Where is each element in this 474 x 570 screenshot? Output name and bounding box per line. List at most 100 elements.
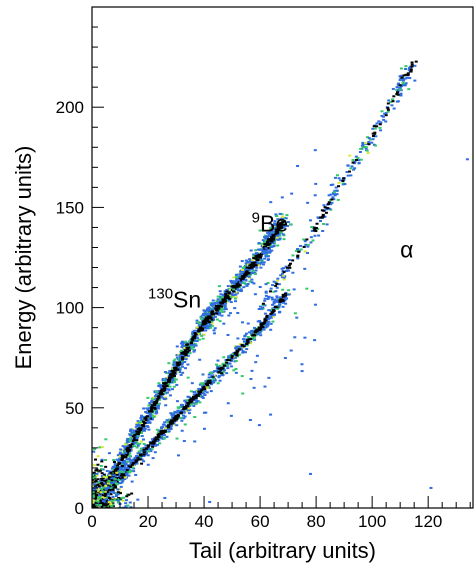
data-point: [271, 315, 275, 318]
data-point-core: [209, 316, 213, 319]
data-point: [264, 323, 268, 326]
data-point: [137, 450, 141, 453]
data-point: [253, 271, 257, 274]
data-point: [141, 427, 145, 430]
data-point: [282, 234, 286, 237]
outlier-point: [465, 158, 469, 161]
background-point: [239, 290, 243, 293]
data-point-core: [191, 337, 195, 340]
data-point: [116, 468, 120, 471]
data-point: [247, 275, 251, 278]
data-point: [239, 288, 243, 291]
data-point-core: [142, 453, 146, 456]
data-point-core: [250, 266, 254, 269]
data-point: [323, 215, 327, 218]
data-point: [106, 477, 110, 480]
data-point: [213, 378, 217, 381]
data-point-core: [321, 216, 325, 219]
data-point-core: [144, 419, 148, 422]
origin-blob-point: [102, 474, 106, 477]
data-point: [389, 101, 393, 104]
data-point: [163, 428, 167, 431]
data-point-core: [142, 420, 146, 423]
annotation-be9: 9Be: [252, 209, 288, 236]
data-point: [138, 421, 142, 424]
data-point: [183, 347, 187, 350]
data-point: [222, 356, 226, 359]
data-point: [172, 413, 176, 416]
data-point-core: [142, 451, 146, 454]
data-point: [306, 245, 310, 248]
data-point: [277, 283, 281, 286]
data-point-core: [261, 322, 265, 325]
data-point: [379, 129, 383, 132]
data-point: [205, 312, 209, 315]
origin-blob-point: [92, 450, 96, 453]
data-point: [339, 179, 343, 182]
data-point-core: [242, 276, 246, 279]
data-point: [335, 189, 339, 192]
background-point: [264, 247, 268, 250]
data-point: [192, 391, 196, 394]
data-point: [165, 388, 169, 391]
data-point-core: [186, 343, 190, 346]
origin-blob-point: [92, 485, 95, 488]
data-point: [259, 334, 263, 337]
data-point: [296, 257, 300, 260]
data-point-core: [258, 255, 262, 258]
origin-blob-point: [98, 502, 102, 505]
background-point: [300, 363, 304, 366]
data-point: [167, 362, 171, 365]
background-point: [145, 407, 149, 410]
data-point: [127, 440, 131, 443]
data-point-core: [127, 465, 131, 468]
data-point: [256, 333, 260, 336]
origin-blob-point: [104, 465, 108, 468]
data-point: [169, 412, 173, 415]
data-point-core: [238, 277, 242, 280]
data-point: [231, 352, 235, 355]
data-point: [179, 358, 183, 361]
data-point-core: [133, 436, 137, 439]
data-point-core: [149, 442, 153, 445]
data-point-core: [233, 352, 237, 355]
data-point: [375, 122, 379, 125]
data-point: [217, 376, 221, 379]
background-point: [269, 413, 273, 416]
background-point: [279, 274, 283, 277]
data-point: [329, 203, 333, 206]
data-point: [265, 235, 269, 238]
data-point: [242, 268, 246, 271]
data-point: [178, 405, 182, 408]
origin-blob-point: [110, 506, 114, 508]
data-point: [194, 336, 197, 339]
data-point: [223, 292, 227, 295]
data-point: [181, 344, 185, 347]
data-point-core: [211, 376, 215, 379]
data-point: [267, 309, 271, 312]
origin-blob-point: [114, 482, 118, 485]
data-point: [240, 345, 244, 348]
origin-blob-point: [92, 488, 95, 491]
data-point-core: [391, 100, 395, 103]
data-point: [128, 452, 132, 455]
data-point: [108, 470, 112, 473]
origin-blob-point: [96, 502, 100, 505]
data-point: [204, 324, 208, 327]
data-point: [263, 312, 267, 315]
data-point: [249, 249, 253, 252]
origin-blob-point: [99, 468, 103, 471]
data-point: [309, 236, 313, 239]
data-point: [215, 300, 219, 303]
background-point: [279, 296, 283, 299]
data-point: [163, 371, 167, 374]
data-point: [213, 327, 217, 330]
data-point-core: [254, 257, 258, 260]
data-point-core: [189, 397, 193, 400]
background-point: [310, 226, 314, 229]
data-point-core: [341, 179, 345, 182]
data-point: [335, 193, 339, 196]
origin-blob-point: [113, 485, 117, 488]
data-point-core: [281, 221, 285, 224]
data-point: [179, 349, 183, 352]
